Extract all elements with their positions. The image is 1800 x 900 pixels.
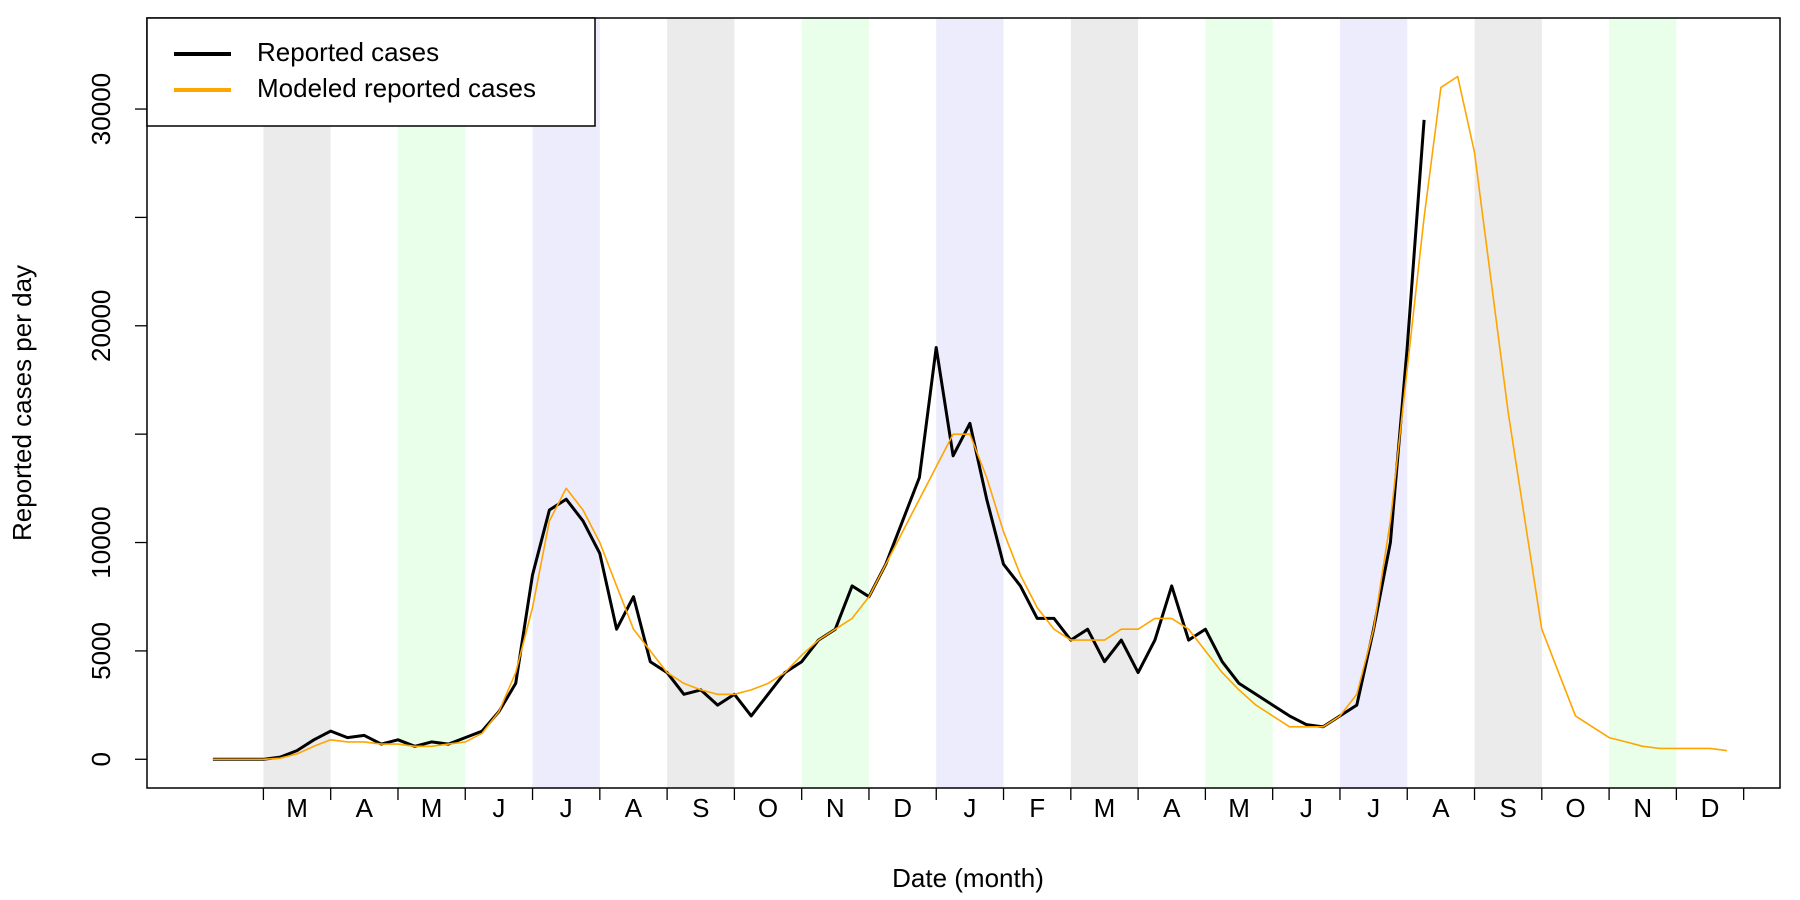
x-tick-label: J: [560, 793, 573, 823]
x-tick-label: J: [963, 793, 976, 823]
month-band: [801, 18, 869, 788]
x-tick-label: O: [1565, 793, 1585, 823]
x-tick-label: S: [692, 793, 709, 823]
x-tick-label: N: [1633, 793, 1652, 823]
legend-label: Modeled reported cases: [257, 73, 536, 103]
x-tick-label: F: [1029, 793, 1045, 823]
month-band: [1474, 18, 1542, 788]
legend-label: Reported cases: [257, 37, 439, 67]
x-tick-label: M: [286, 793, 308, 823]
y-axis-title: Reported cases per day: [7, 265, 37, 541]
x-tick-label: J: [1300, 793, 1313, 823]
x-tick-label: D: [1701, 793, 1720, 823]
x-tick-label: A: [1163, 793, 1181, 823]
y-tick-label: 0: [86, 752, 116, 766]
plot-frame: [146, 17, 1781, 789]
y-tick-label: 30000: [86, 73, 116, 145]
month-band: [1205, 18, 1273, 788]
x-tick-label: D: [893, 793, 912, 823]
x-tick-label: A: [356, 793, 374, 823]
x-axis-title: Date (month): [892, 863, 1044, 893]
x-tick-label: O: [758, 793, 778, 823]
month-band: [1070, 18, 1139, 788]
x-tick-label: N: [826, 793, 845, 823]
x-tick-label: M: [421, 793, 443, 823]
month-band: [532, 18, 600, 788]
month-band: [936, 18, 1004, 788]
series-line: [212, 75, 1727, 761]
month-band: [1339, 18, 1408, 788]
x-tick-label: M: [1094, 793, 1116, 823]
x-tick-label: S: [1499, 793, 1516, 823]
x-tick-label: A: [1432, 793, 1450, 823]
month-band: [397, 18, 466, 788]
month-band: [263, 18, 331, 788]
y-tick-label: 20000: [86, 290, 116, 362]
legend-box: [146, 17, 596, 127]
y-tick-label: 10000: [86, 506, 116, 578]
x-tick-label: M: [1228, 793, 1250, 823]
x-tick-label: A: [625, 793, 643, 823]
month-band: [1609, 18, 1677, 788]
month-band: [667, 18, 735, 788]
x-tick-label: J: [492, 793, 505, 823]
x-tick-label: J: [1367, 793, 1380, 823]
y-tick-label: 5000: [86, 622, 116, 680]
